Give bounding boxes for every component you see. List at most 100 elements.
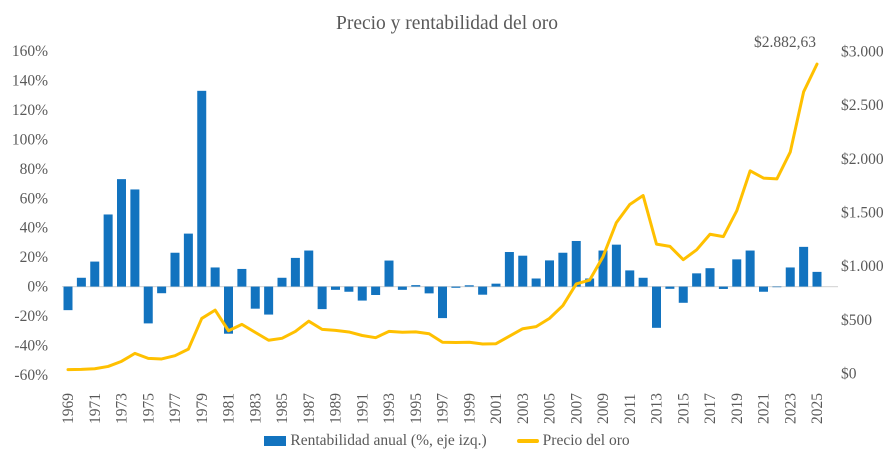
return-bar-2020 <box>745 250 755 287</box>
right-axis-label: $2.000 <box>841 151 884 168</box>
return-bar-1972 <box>103 214 113 287</box>
return-bar-2014 <box>665 286 675 289</box>
return-bar-1990 <box>344 286 354 292</box>
left-axis-label: -40% <box>14 337 48 354</box>
x-axis-label-1989: 1989 <box>328 393 345 424</box>
legend-label-price: Precio del oro <box>542 432 630 449</box>
return-bar-2004 <box>531 278 541 287</box>
return-bar-1999 <box>464 285 474 287</box>
return-bar-1989 <box>331 286 340 290</box>
return-bar-1995 <box>411 285 421 287</box>
bar-series-swatch-icon <box>264 436 287 446</box>
legend-label-returns: Rentabilidad anual (%, eje izq.) <box>290 432 487 449</box>
left-axis-labels: 160% 140% 120% 100% 80% 60% 40% 20% 0% -20% -40% -6… <box>12 43 48 384</box>
return-bar-2024 <box>799 246 809 287</box>
return-bars-group <box>63 90 822 334</box>
return-bar-2019 <box>732 259 742 287</box>
return-bar-1992 <box>371 286 381 295</box>
x-axis-label-1969: 1969 <box>60 393 77 424</box>
x-axis-label-2001: 2001 <box>488 393 505 424</box>
x-axis-label-1985: 1985 <box>274 393 291 424</box>
left-axis-label: 100% <box>12 131 48 148</box>
return-bar-1974 <box>130 189 140 287</box>
x-axis-label-1983: 1983 <box>247 393 264 424</box>
x-axis-label-2005: 2005 <box>542 393 559 424</box>
left-axis-label: -20% <box>14 308 48 325</box>
left-axis-label: -60% <box>14 367 48 384</box>
left-axis-label: 120% <box>12 102 48 119</box>
return-bar-1996 <box>424 286 434 294</box>
return-bar-2009 <box>598 250 608 287</box>
left-axis-label: 40% <box>20 220 49 237</box>
return-bar-2001 <box>491 283 501 287</box>
right-axis-label: $500 <box>841 312 872 329</box>
return-bar-2003 <box>518 255 528 287</box>
return-bar-1980 <box>210 267 220 287</box>
return-bar-2008 <box>585 278 595 287</box>
return-bar-2015 <box>678 286 688 303</box>
return-bar-1975 <box>143 286 153 324</box>
return-bar-1981 <box>224 286 233 334</box>
right-axis-labels: $3.000 $2.500 $2.000 $1.500 $1.000 $500 $0 <box>841 44 884 383</box>
return-bar-2021 <box>759 286 768 292</box>
return-bar-1985 <box>277 277 287 287</box>
return-bar-1986 <box>290 257 300 287</box>
return-bar-1978 <box>183 233 193 287</box>
return-bar-1970 <box>76 277 86 287</box>
return-bar-1971 <box>90 261 100 287</box>
return-bar-2010 <box>611 244 621 287</box>
return-bar-1998 <box>451 286 461 288</box>
x-axis-label-1993: 1993 <box>381 393 398 424</box>
x-axis-label-2013: 2013 <box>649 393 666 424</box>
return-bar-1994 <box>397 286 407 290</box>
return-bar-2018 <box>718 286 728 289</box>
return-bar-1979 <box>197 90 207 287</box>
x-axis-label-2009: 2009 <box>595 393 612 424</box>
price-annotation: $2.882,63 <box>754 34 816 51</box>
return-bar-1976 <box>157 286 167 294</box>
right-axis-label: $0 <box>841 365 857 382</box>
return-bar-2022 <box>772 286 782 288</box>
x-axis-label-1979: 1979 <box>194 393 211 424</box>
left-axis-label: 160% <box>12 43 48 60</box>
chart-title: Precio y rentabilidad del oro <box>336 13 558 34</box>
x-axis-label-1973: 1973 <box>114 393 131 424</box>
return-bar-1987 <box>304 250 314 287</box>
legend-item-returns: Rentabilidad anual (%, eje izq.) <box>264 432 487 450</box>
return-bar-2005 <box>545 260 554 287</box>
chart-legend: Rentabilidad anual (%, eje izq.) Precio … <box>0 431 894 451</box>
legend-item-price: Precio del oro <box>516 432 630 450</box>
x-axis-label-2003: 2003 <box>515 393 532 424</box>
x-axis-label-2025: 2025 <box>809 393 826 424</box>
return-bar-1997 <box>438 286 447 319</box>
return-bar-2017 <box>705 268 715 287</box>
return-bar-1977 <box>170 252 180 287</box>
x-axis-label-1999: 1999 <box>461 393 478 424</box>
x-axis-label-1995: 1995 <box>408 393 425 424</box>
return-bar-2006 <box>558 252 568 287</box>
x-axis-label-1991: 1991 <box>354 393 371 424</box>
return-bar-1993 <box>384 260 394 287</box>
x-axis-label-1971: 1971 <box>87 393 104 424</box>
return-bar-2011 <box>625 270 635 287</box>
x-axis-label-1987: 1987 <box>301 393 318 424</box>
x-axis-label-2011: 2011 <box>622 394 639 424</box>
return-bar-1984 <box>264 286 274 315</box>
return-bar-2013 <box>652 286 661 328</box>
left-axis-label: 0% <box>27 279 48 296</box>
return-bar-1983 <box>250 286 260 309</box>
return-bar-2007 <box>571 240 581 287</box>
x-axis-label-1975: 1975 <box>140 393 157 424</box>
right-axis-label: $3.000 <box>841 44 884 61</box>
x-axis-label-2015: 2015 <box>675 393 692 424</box>
left-axis-label: 60% <box>20 190 49 207</box>
return-bar-1991 <box>357 286 367 301</box>
x-axis-label-2017: 2017 <box>702 393 719 424</box>
x-axis-label-1997: 1997 <box>435 393 452 424</box>
return-bar-2023 <box>785 267 795 287</box>
x-axis-label-2007: 2007 <box>568 393 585 424</box>
line-series-swatch-icon <box>516 439 539 443</box>
x-axis-label-2023: 2023 <box>782 393 799 424</box>
return-bar-2012 <box>638 277 648 287</box>
